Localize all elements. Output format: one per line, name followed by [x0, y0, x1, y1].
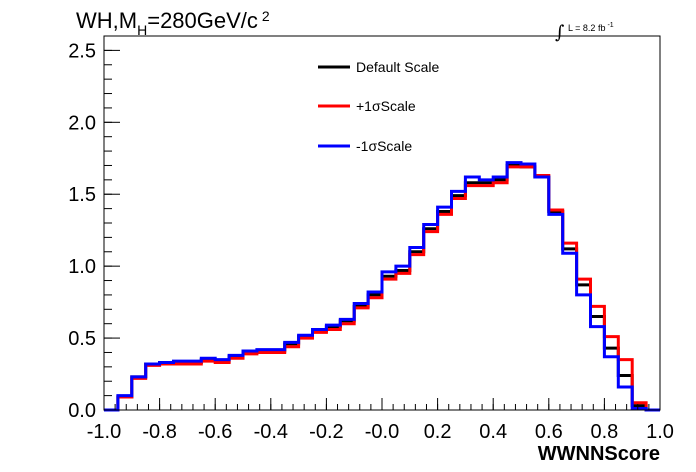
- x-tick-label: 0.6: [535, 421, 563, 443]
- x-tick-label: 0.2: [424, 421, 452, 443]
- legend-label-plus1sigma: +1σScale: [356, 98, 416, 114]
- legend-label-default: Default Scale: [356, 59, 439, 75]
- x-tick-label: -0.6: [198, 421, 232, 443]
- luminosity-text: L = 8.2 fb -1: [568, 22, 614, 33]
- x-axis-label: WWNNScore: [538, 443, 660, 465]
- y-tick-label: 2.5: [68, 40, 96, 62]
- luminosity-label: ∫ L = 8.2 fb -1: [555, 22, 614, 43]
- x-tick-label: 0.4: [479, 421, 507, 443]
- chart-title: WH,MH=280GeV/c 2: [76, 8, 270, 38]
- legend: Default Scale +1σScale -1σScale: [318, 59, 439, 154]
- histogram-minus1sigma-scale: [104, 161, 660, 412]
- axis-ticks: -1.0 -0.8 -0.6 -0.4 -0.2 -0.0 0.2 0.4 0.6 0.8 1.0 0…: [68, 35, 674, 443]
- integral-symbol: ∫: [555, 22, 565, 43]
- y-tick-label: 2.0: [68, 112, 96, 134]
- x-tick-label: 0.8: [590, 421, 618, 443]
- y-tick-label: 1.5: [68, 184, 96, 206]
- y-tick-label: 0.5: [68, 328, 96, 350]
- x-tick-label: -0.2: [309, 421, 343, 443]
- x-tick-label: -0.0: [365, 421, 399, 443]
- y-tick-label: 0.0: [68, 400, 96, 422]
- x-tick-label: 1.0: [646, 421, 674, 443]
- y-tick-label: 1.0: [68, 256, 96, 278]
- x-tick-label: -1.0: [87, 421, 121, 443]
- legend-label-minus1sigma: -1σScale: [356, 138, 412, 154]
- x-tick-label: -0.4: [254, 421, 288, 443]
- histogram-lines: [104, 161, 660, 412]
- x-tick-label: -0.8: [142, 421, 176, 443]
